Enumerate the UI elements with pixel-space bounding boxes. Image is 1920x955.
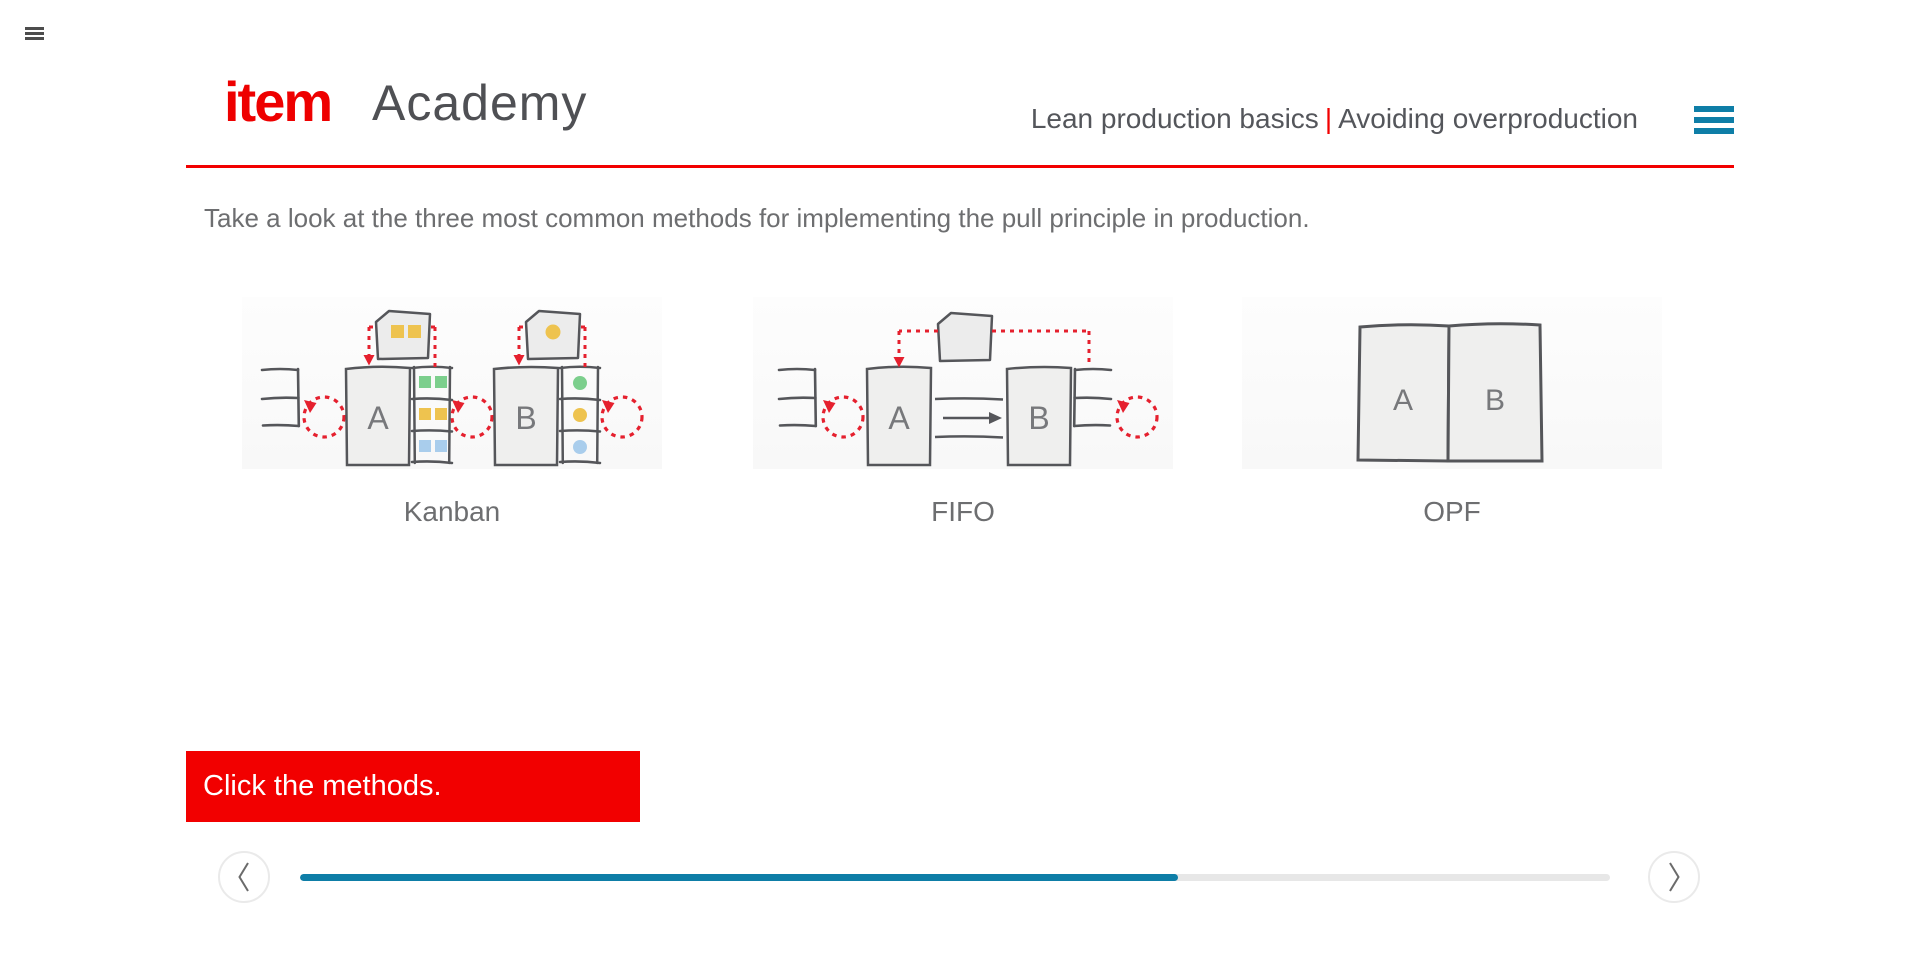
arrow-down-icon [893, 357, 905, 368]
breadcrumb-separator: | [1324, 103, 1333, 134]
method-label-opf: OPF [1423, 496, 1481, 527]
fifo-lane [934, 397, 1004, 439]
station-a: A [1356, 323, 1451, 463]
station-b: B [1005, 365, 1073, 467]
lesson-title: Avoiding overproduction [1338, 103, 1638, 134]
svg-text:A: A [1393, 384, 1413, 417]
progress-bar [300, 874, 1610, 881]
logo-item: item [224, 70, 333, 133]
svg-text:B: B [515, 400, 536, 436]
method-opf[interactable]: A B [1242, 297, 1662, 469]
kanban-card [513, 309, 587, 367]
station-b: B [492, 365, 560, 467]
method-kanban[interactable]: A B [242, 297, 662, 469]
method-label-fifo: FIFO [931, 496, 995, 527]
inbound-rack-icon [260, 367, 301, 428]
pull-loop-icon [821, 395, 865, 439]
station-a: A [344, 365, 412, 467]
chevron-left-icon [238, 862, 249, 892]
svg-text:B: B [1028, 400, 1049, 436]
finished-rack [558, 365, 602, 465]
station-a: A [865, 365, 933, 467]
instruction-banner: Click the methods. [186, 751, 640, 822]
svg-text:B: B [1485, 384, 1505, 417]
supermarket-rack [410, 365, 454, 465]
pull-loop-icon [302, 395, 346, 439]
breadcrumb: Lean production basics | Avoiding overprod… [1031, 103, 1638, 135]
arrow-right-icon [989, 412, 1002, 424]
arrow-down-icon [513, 355, 525, 366]
svg-text:A: A [888, 400, 910, 436]
menu-hamburger-icon[interactable] [1694, 106, 1734, 134]
next-button[interactable] [1648, 851, 1700, 903]
kanban-card [363, 309, 437, 367]
pull-loop-icon [1115, 395, 1159, 439]
chevron-right-icon [1669, 862, 1680, 892]
info-card [893, 311, 1091, 368]
inbound-rack-icon [777, 367, 818, 428]
fifo-diagram: A B [777, 311, 1159, 467]
window-hamburger-icon[interactable] [25, 27, 44, 40]
opf-diagram: A B [1356, 322, 1544, 463]
header-divider [186, 165, 1734, 168]
course-title: Lean production basics [1030, 103, 1319, 134]
method-label-kanban: Kanban [403, 496, 501, 527]
pull-loop-icon [600, 395, 644, 439]
arrow-down-icon [363, 355, 375, 366]
progress-fill [300, 874, 1178, 881]
logo-academy: Academy [372, 75, 588, 131]
outbound-rack-icon [1072, 367, 1113, 428]
pull-loop-icon [450, 395, 494, 439]
svg-text:A: A [367, 400, 389, 436]
prev-button[interactable] [218, 851, 270, 903]
station-b: B [1446, 322, 1544, 463]
method-fifo[interactable]: A B [753, 297, 1173, 469]
intro-text: Take a look at the three most common met… [204, 203, 1310, 233]
kanban-diagram: A B [260, 309, 644, 467]
